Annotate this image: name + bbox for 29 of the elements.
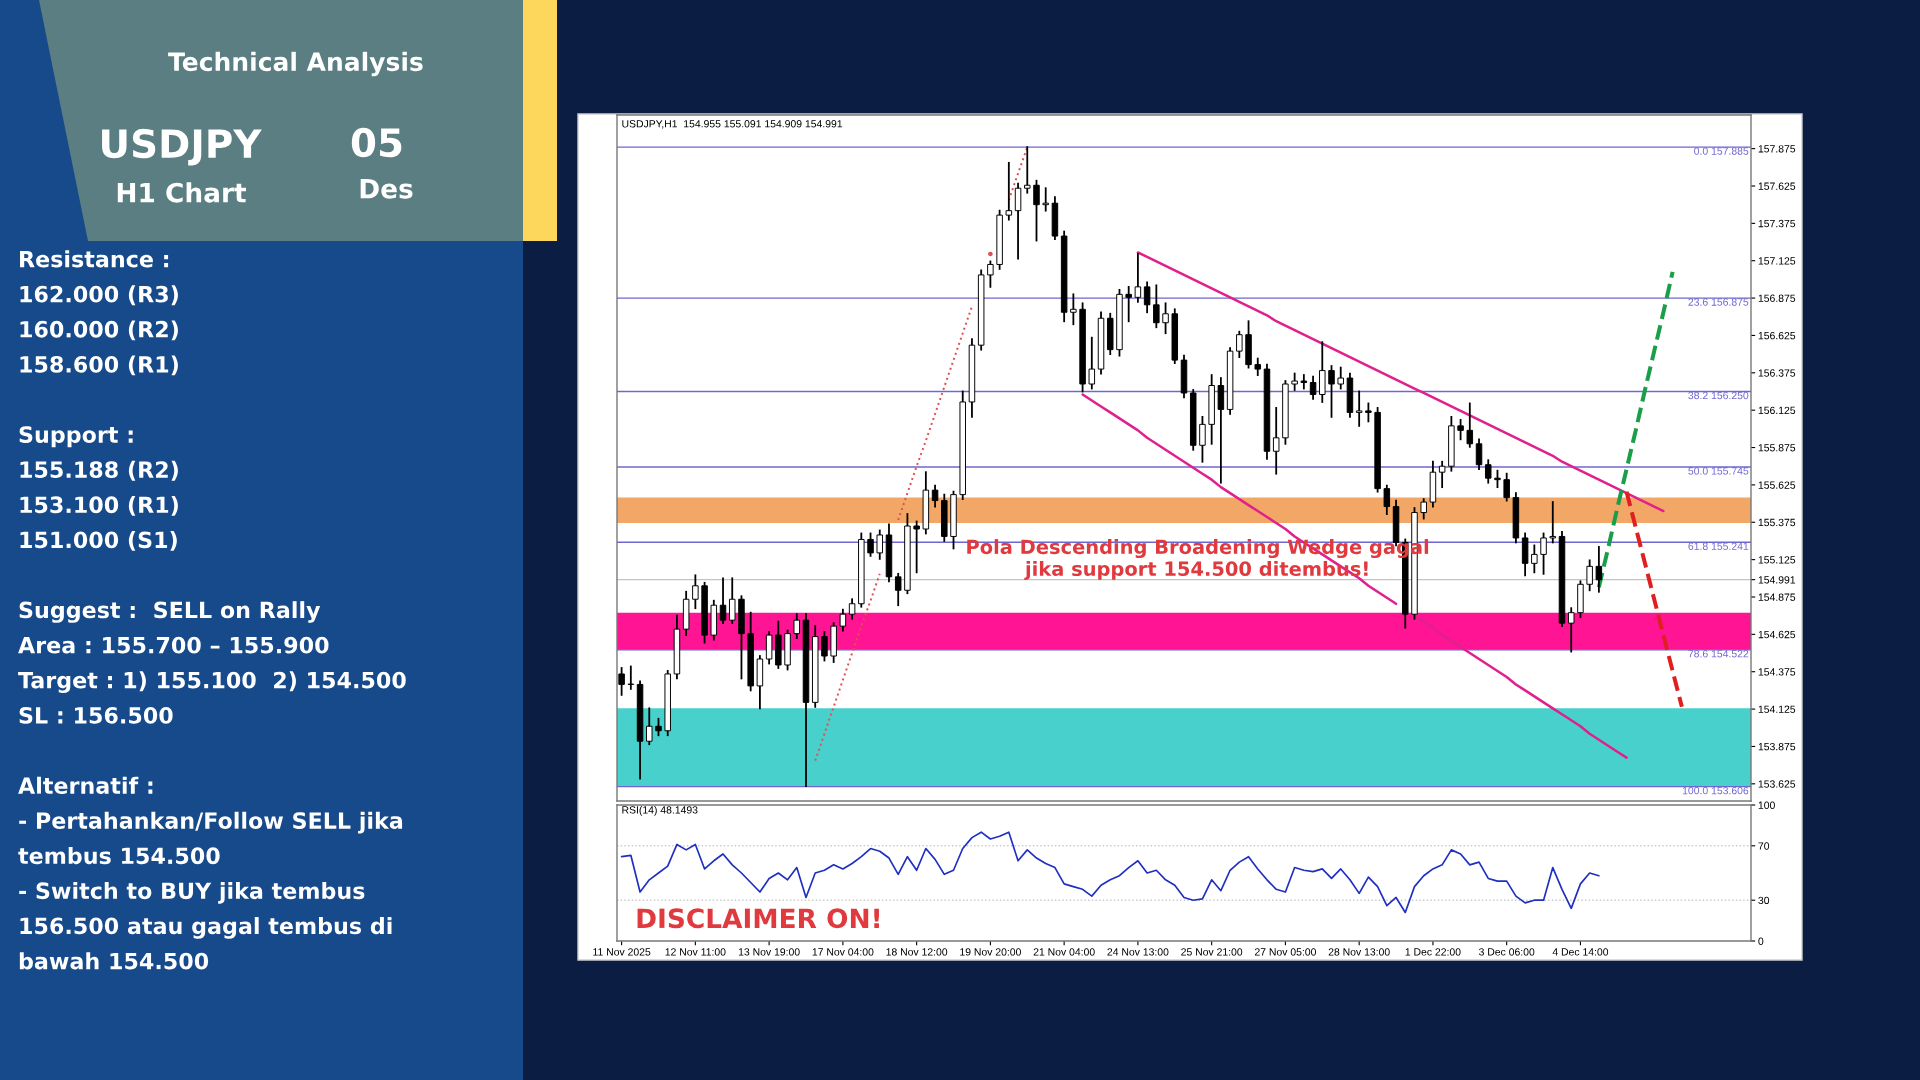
x-tick-label: 3 Dec 06:00 <box>1479 948 1535 956</box>
x-tick-label: 4 Dec 14:00 <box>1552 948 1609 956</box>
text: Des <box>360 179 413 199</box>
x-tick-label: 28 Nov 13:00 <box>1328 948 1390 956</box>
x-tick-label: 27 Nov 05:00 <box>1254 948 1316 956</box>
annotation: DISCLAIMER ON! <box>637 908 879 929</box>
y-tick-label: 100 <box>1758 801 1775 809</box>
x-tick-label: 17 Nov 04:00 <box>812 948 874 956</box>
x-tick-label: 24 Nov 13:00 <box>1107 948 1169 956</box>
text: Resistance : 162.000 (R3) 160.000 (R2) 158.600 (R1) <box>20 250 178 376</box>
text: Technical Analysis <box>168 51 423 77</box>
x-tick-label: 25 Nov 21:00 <box>1181 948 1243 956</box>
text: H1 Chart <box>117 182 247 203</box>
chart-title: RSI(14) 48.1493 <box>622 805 698 816</box>
text: 05 <box>351 127 402 158</box>
x-tick-label: 19 Nov 20:00 <box>960 948 1021 956</box>
x-tick-label: 1 Dec 22:00 <box>1405 948 1461 956</box>
y-tick-label: 0 <box>1758 937 1764 945</box>
x-tick-label: 18 Nov 12:00 <box>886 948 948 956</box>
x-tick-label: 11 Nov 2025 <box>593 948 651 956</box>
text: Alternatif : - Pertahankan/Follow SELL jika tembus 154.500 - Switch to BUY jika tembus 156.500 atau gagal tembus di bawah 154.500 <box>18 776 403 970</box>
y-tick-label: 70 <box>1758 842 1770 850</box>
text: Support : 155.188 (R2) 153.100 (R1) 151.000 (S1) <box>19 426 178 551</box>
x-tick-label: 21 Nov 04:00 <box>1033 948 1095 956</box>
text: USDJPY <box>102 128 262 166</box>
x-tick-label: 12 Nov 11:00 <box>665 948 726 956</box>
text: Suggest : SELL on Rally Area : 155.700 – 155.900 Target : 1) 155.100 2) 154.500 SL : 156.500 <box>18 601 406 724</box>
x-tick-label: 13 Nov 19:00 <box>738 948 800 956</box>
y-tick-label: 30 <box>1758 896 1770 905</box>
